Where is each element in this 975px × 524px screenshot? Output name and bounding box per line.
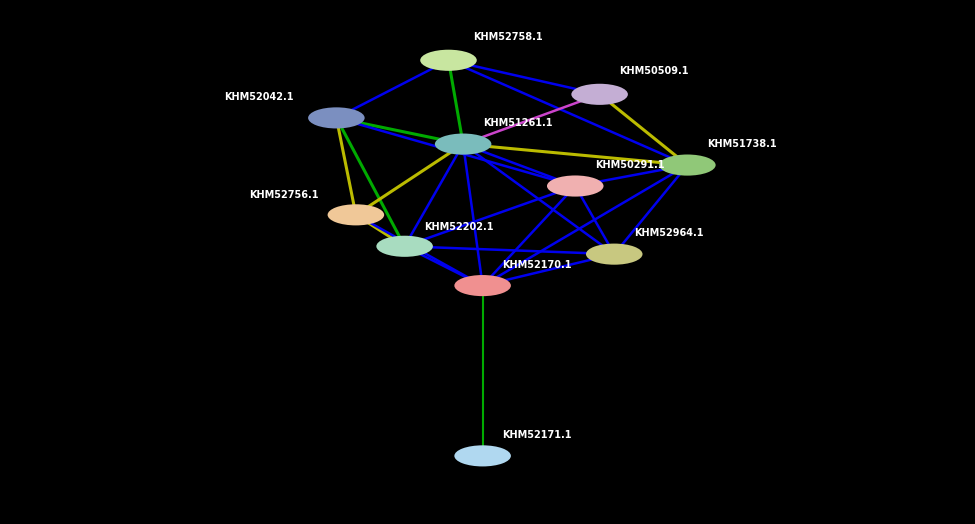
Ellipse shape: [435, 134, 491, 155]
Ellipse shape: [547, 176, 604, 196]
Text: KHM52170.1: KHM52170.1: [502, 260, 571, 270]
Text: KHM52964.1: KHM52964.1: [634, 228, 703, 238]
Text: KHM50509.1: KHM50509.1: [619, 66, 688, 76]
Text: KHM52758.1: KHM52758.1: [473, 32, 542, 42]
Ellipse shape: [586, 244, 643, 265]
Ellipse shape: [454, 445, 511, 466]
Ellipse shape: [454, 275, 511, 296]
Ellipse shape: [420, 50, 477, 71]
Ellipse shape: [659, 155, 716, 176]
Ellipse shape: [328, 204, 384, 225]
Text: KHM51738.1: KHM51738.1: [707, 139, 776, 149]
Text: KHM52042.1: KHM52042.1: [224, 92, 293, 102]
Ellipse shape: [376, 236, 433, 257]
Text: KHM52756.1: KHM52756.1: [249, 190, 318, 200]
Text: KHM52202.1: KHM52202.1: [424, 222, 493, 232]
Text: KHM52171.1: KHM52171.1: [502, 430, 571, 440]
Ellipse shape: [571, 84, 628, 105]
Ellipse shape: [308, 107, 365, 128]
Text: KHM50291.1: KHM50291.1: [595, 160, 664, 170]
Text: KHM51261.1: KHM51261.1: [483, 118, 552, 128]
